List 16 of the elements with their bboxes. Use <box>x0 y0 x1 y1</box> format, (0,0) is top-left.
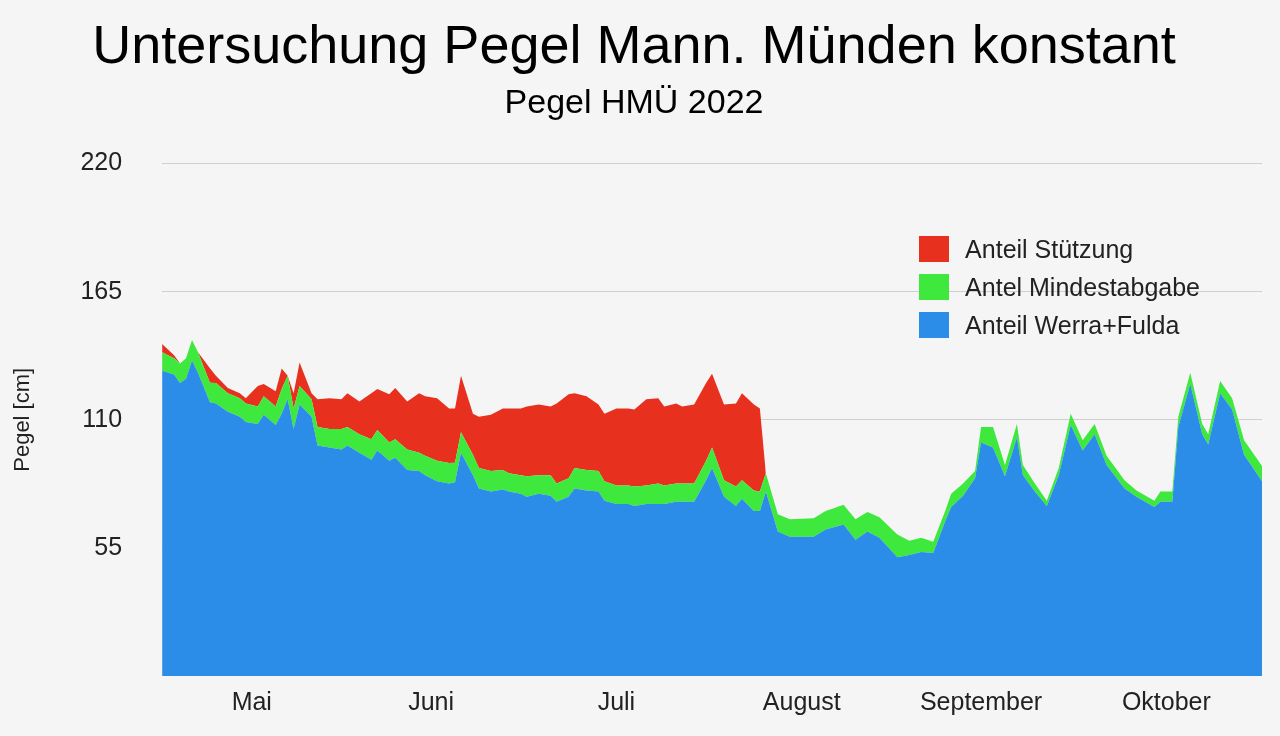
x-tick-label: Juli <box>597 686 636 715</box>
y-axis-title: Pegel [cm] <box>9 367 35 472</box>
x-tick-label: August <box>762 686 841 715</box>
legend-label: Anteil Stützung <box>965 234 1134 264</box>
y-tick-label: 55 <box>94 531 123 560</box>
y-tick-label: 110 <box>82 403 123 432</box>
x-tick-label: September <box>919 686 1043 715</box>
x-tick-label: Juni <box>408 686 455 715</box>
chart-subtitle: Pegel HMÜ 2022 <box>504 81 764 120</box>
legend-label: Antel Mindestabgabe <box>965 272 1200 302</box>
y-tick-label: 220 <box>80 147 123 176</box>
chart-title: Untersuchung Pegel Mann. Münden konstant <box>92 14 1176 75</box>
legend-label: Anteil Werra+Fulda <box>965 310 1180 340</box>
x-tick-label: Oktober <box>1121 686 1211 715</box>
x-tick-label: Mai <box>231 686 272 715</box>
y-tick-label: 165 <box>80 275 123 304</box>
